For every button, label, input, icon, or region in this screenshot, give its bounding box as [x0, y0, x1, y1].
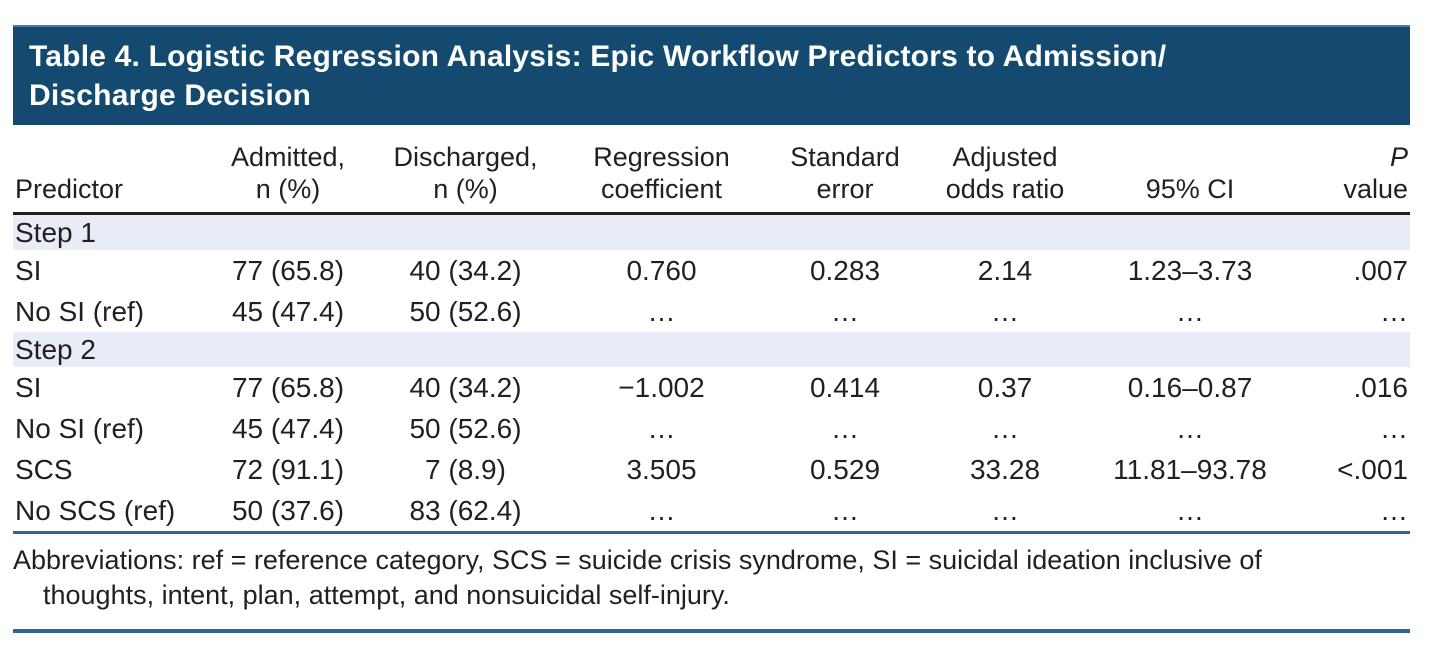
cell-coefficient: 3.505: [626, 453, 697, 485]
cell-predictor: No SCS (ref): [15, 494, 176, 526]
column-header-discharged: Discharged, n (%): [378, 125, 553, 215]
cell-coefficient: −1.002: [618, 371, 705, 403]
cell-admitted: 72 (91.1): [231, 453, 345, 485]
table-header: Predictor Admitted, n (%) Discharged, n …: [13, 125, 1410, 215]
cell-p-value: …: [1380, 412, 1408, 444]
footnote-line2: thoughts, intent, plan, attempt, and non…: [43, 580, 730, 610]
cell-predictor: No SI (ref): [15, 295, 145, 327]
table-row: SI 77 (65.8) 40 (34.2) −1.002 0.414 0.37…: [13, 367, 1410, 408]
section-label: Step 1: [13, 213, 1410, 250]
section-row-step-2: Step 2: [13, 332, 1410, 367]
cell-adjusted-odds-ratio: …: [991, 412, 1019, 444]
cell-p-value: <.001: [1337, 453, 1408, 485]
bottom-rule: [13, 629, 1410, 633]
cell-adjusted-odds-ratio: 0.37: [977, 371, 1033, 403]
cell-discharged: 50 (52.6): [409, 412, 522, 444]
table-title-line1: Table 4. Logistic Regression Analysis: E…: [29, 40, 1167, 73]
cell-ci: …: [1176, 494, 1204, 526]
cell-admitted: 45 (47.4): [231, 412, 345, 444]
cell-coefficient: …: [647, 494, 676, 526]
footnote-line1: Abbreviations: ref = reference category,…: [13, 545, 1262, 575]
cell-ci: 1.23–3.73: [1127, 254, 1253, 286]
cell-predictor: SI: [15, 371, 42, 403]
cell-discharged: 50 (52.6): [409, 295, 522, 327]
column-header-95-ci: 95% CI: [1090, 125, 1290, 215]
column-header-admitted: Admitted, n (%): [198, 125, 378, 215]
section-label: Step 2: [13, 332, 1410, 367]
cell-adjusted-odds-ratio: …: [991, 295, 1019, 327]
section-row-step-1: Step 1: [13, 213, 1410, 250]
cell-ci: 11.81–93.78: [1113, 453, 1267, 485]
regression-table: Predictor Admitted, n (%) Discharged, n …: [13, 125, 1410, 531]
cell-admitted: 77 (65.8): [231, 371, 345, 403]
table-title-banner: Table 4. Logistic Regression Analysis: E…: [13, 25, 1410, 125]
table-row: No SI (ref) 45 (47.4) 50 (52.6) … … … … …: [13, 291, 1410, 332]
column-header-standard-error: Standard error: [770, 125, 920, 215]
column-header-regression-coefficient: Regression coefficient: [553, 125, 770, 215]
cell-discharged: 40 (34.2): [409, 371, 522, 403]
table-row: No SI (ref) 45 (47.4) 50 (52.6) … … … … …: [13, 408, 1410, 449]
column-header-predictor: Predictor: [13, 125, 198, 215]
cell-p-value: .007: [1353, 254, 1409, 286]
table-title-line2: Discharge Decision: [29, 79, 312, 112]
column-header-adjusted-odds-ratio: Adjusted odds ratio: [920, 125, 1090, 215]
cell-coefficient: 0.760: [626, 254, 697, 286]
column-header-p-value: P value: [1290, 125, 1410, 215]
cell-ci: 0.16–0.87: [1127, 371, 1253, 403]
cell-admitted: 77 (65.8): [231, 254, 345, 286]
cell-predictor: SI: [15, 254, 42, 286]
cell-standard-error: 0.529: [809, 453, 881, 485]
cell-ci: …: [1176, 412, 1204, 444]
cell-coefficient: …: [647, 412, 676, 444]
cell-discharged: 83 (62.4): [409, 494, 522, 526]
cell-adjusted-odds-ratio: 33.28: [969, 453, 1041, 485]
cell-ci: …: [1176, 295, 1204, 327]
cell-coefficient: …: [647, 295, 676, 327]
cell-admitted: 50 (37.6): [231, 494, 345, 526]
cell-standard-error: …: [831, 412, 859, 444]
cell-p-value: .016: [1353, 371, 1409, 403]
cell-discharged: 7 (8.9): [425, 453, 506, 485]
cell-standard-error: 0.414: [809, 371, 881, 403]
cell-standard-error: …: [831, 295, 859, 327]
cell-adjusted-odds-ratio: 2.14: [977, 254, 1033, 286]
table-card: Table 4. Logistic Regression Analysis: E…: [13, 25, 1410, 633]
cell-p-value: …: [1380, 295, 1408, 327]
cell-adjusted-odds-ratio: …: [991, 494, 1019, 526]
table-row: SCS 72 (91.1) 7 (8.9) 3.505 0.529 33.28 …: [13, 449, 1410, 490]
cell-standard-error: …: [831, 494, 859, 526]
cell-predictor: SCS: [15, 453, 73, 485]
footnote: Abbreviations: ref = reference category,…: [13, 531, 1410, 613]
cell-discharged: 40 (34.2): [409, 254, 522, 286]
cell-predictor: No SI (ref): [15, 412, 145, 444]
cell-standard-error: 0.283: [809, 254, 881, 286]
table-row: No SCS (ref) 50 (37.6) 83 (62.4) … … … ……: [13, 490, 1410, 531]
table-row: SI 77 (65.8) 40 (34.2) 0.760 0.283 2.14 …: [13, 250, 1410, 291]
cell-admitted: 45 (47.4): [231, 295, 345, 327]
cell-p-value: …: [1380, 494, 1408, 526]
